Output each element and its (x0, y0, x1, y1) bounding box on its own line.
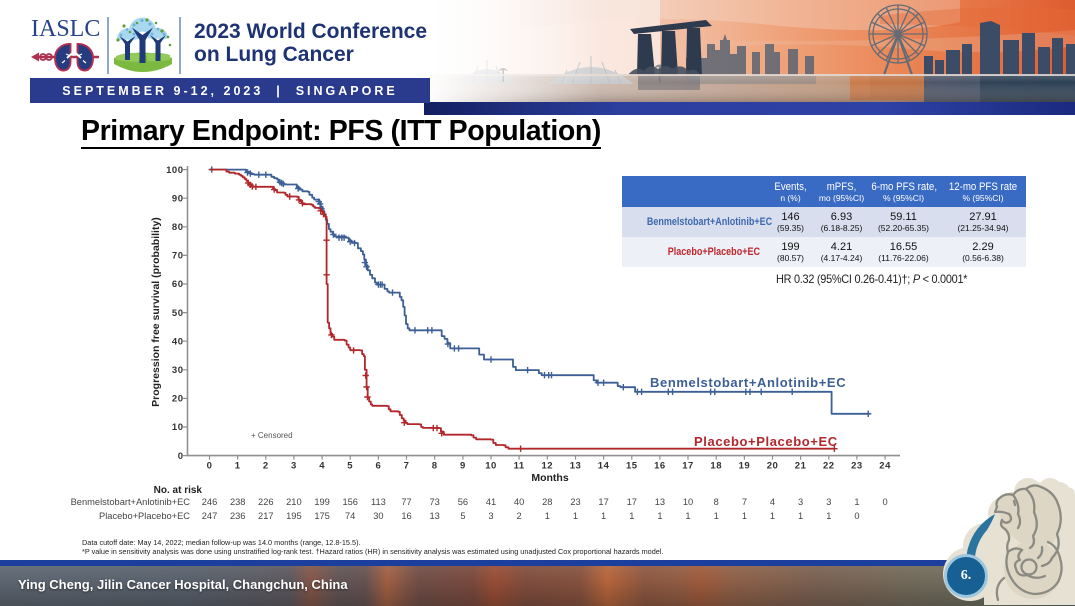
svg-text:199: 199 (314, 497, 330, 507)
svg-text:22: 22 (823, 461, 835, 472)
svg-text:41: 41 (486, 497, 496, 507)
svg-text:No. at risk: No. at risk (154, 485, 203, 496)
svg-text:0: 0 (883, 497, 888, 507)
svg-text:113: 113 (371, 497, 386, 507)
svg-text:6: 6 (376, 461, 382, 472)
svg-text:1: 1 (798, 511, 803, 521)
svg-text:2: 2 (263, 461, 269, 472)
svg-text:20: 20 (767, 461, 779, 472)
svg-text:21: 21 (795, 461, 807, 472)
svg-text:11: 11 (514, 461, 525, 472)
svg-text:1: 1 (573, 511, 578, 521)
svg-text:80: 80 (172, 222, 184, 233)
svg-text:1: 1 (714, 511, 719, 521)
svg-text:16: 16 (401, 511, 411, 521)
svg-text:1: 1 (629, 511, 634, 521)
svg-text:226: 226 (258, 497, 274, 507)
svg-text:8: 8 (432, 461, 438, 472)
svg-text:2: 2 (517, 511, 522, 521)
svg-text:12: 12 (542, 461, 554, 472)
svg-text:Placebo+Placebo+EC: Placebo+Placebo+EC (99, 511, 190, 521)
svg-text:30: 30 (172, 365, 184, 376)
svg-text:7: 7 (404, 461, 410, 472)
svg-text:13: 13 (430, 511, 440, 521)
svg-text:246: 246 (202, 497, 218, 507)
svg-text:Benmelstobart+Anlotinib+EC: Benmelstobart+Anlotinib+EC (650, 375, 846, 390)
svg-text:3: 3 (798, 497, 803, 507)
svg-text:10: 10 (485, 461, 497, 472)
svg-text:40: 40 (514, 497, 524, 507)
svg-text:1: 1 (685, 511, 690, 521)
svg-text:1: 1 (657, 511, 662, 521)
svg-text:17: 17 (627, 497, 637, 507)
svg-text:1: 1 (235, 461, 241, 472)
svg-text:238: 238 (230, 497, 246, 507)
svg-text:24: 24 (879, 461, 891, 472)
svg-text:9: 9 (460, 461, 466, 472)
svg-text:Months: Months (531, 472, 568, 484)
svg-text:7: 7 (742, 497, 747, 507)
svg-text:17: 17 (598, 497, 608, 507)
svg-text:60: 60 (172, 279, 184, 290)
svg-text:247: 247 (202, 511, 218, 521)
svg-text:1: 1 (545, 511, 550, 521)
svg-text:0: 0 (207, 461, 213, 472)
svg-text:90: 90 (172, 193, 184, 204)
svg-text:74: 74 (345, 511, 355, 521)
svg-text:5: 5 (460, 511, 465, 521)
svg-text:+ Censored: + Censored (251, 431, 293, 440)
svg-text:10: 10 (172, 422, 184, 433)
svg-text:56: 56 (458, 497, 468, 507)
svg-text:175: 175 (314, 511, 330, 521)
svg-text:3: 3 (488, 511, 493, 521)
svg-text:3: 3 (291, 461, 297, 472)
svg-text:15: 15 (626, 461, 638, 472)
svg-text:77: 77 (401, 497, 411, 507)
svg-text:8: 8 (714, 497, 719, 507)
svg-text:30: 30 (373, 511, 383, 521)
svg-text:Benmelstobart+Anlotinib+EC: Benmelstobart+Anlotinib+EC (71, 497, 191, 507)
svg-text:1: 1 (826, 511, 831, 521)
svg-text:5: 5 (347, 461, 353, 472)
svg-text:Placebo+Placebo+EC: Placebo+Placebo+EC (694, 434, 838, 449)
svg-text:13: 13 (570, 461, 582, 472)
svg-text:23: 23 (570, 497, 580, 507)
svg-text:4: 4 (319, 461, 325, 472)
svg-text:28: 28 (542, 497, 552, 507)
svg-text:1: 1 (854, 497, 859, 507)
svg-text:19: 19 (739, 461, 751, 472)
svg-text:210: 210 (286, 497, 302, 507)
svg-text:236: 236 (230, 511, 246, 521)
svg-text:195: 195 (286, 511, 302, 521)
svg-text:100: 100 (166, 165, 183, 176)
svg-text:20: 20 (172, 394, 184, 405)
svg-text:156: 156 (342, 497, 358, 507)
svg-text:4: 4 (770, 497, 775, 507)
svg-text:217: 217 (258, 511, 274, 521)
svg-text:10: 10 (683, 497, 693, 507)
svg-text:3: 3 (826, 497, 831, 507)
svg-text:73: 73 (430, 497, 440, 507)
svg-text:50: 50 (172, 308, 184, 319)
svg-text:13: 13 (655, 497, 665, 507)
svg-text:Progression free survival (pro: Progression free survival (probability) (150, 217, 162, 407)
svg-text:0: 0 (178, 451, 184, 462)
svg-text:1: 1 (601, 511, 606, 521)
svg-text:0: 0 (854, 511, 859, 521)
svg-text:70: 70 (172, 251, 184, 262)
svg-text:17: 17 (682, 461, 694, 472)
svg-text:40: 40 (172, 336, 184, 347)
svg-text:18: 18 (710, 461, 722, 472)
svg-text:1: 1 (742, 511, 747, 521)
svg-text:16: 16 (654, 461, 666, 472)
svg-text:1: 1 (770, 511, 775, 521)
svg-text:14: 14 (598, 461, 610, 472)
svg-text:23: 23 (851, 461, 863, 472)
